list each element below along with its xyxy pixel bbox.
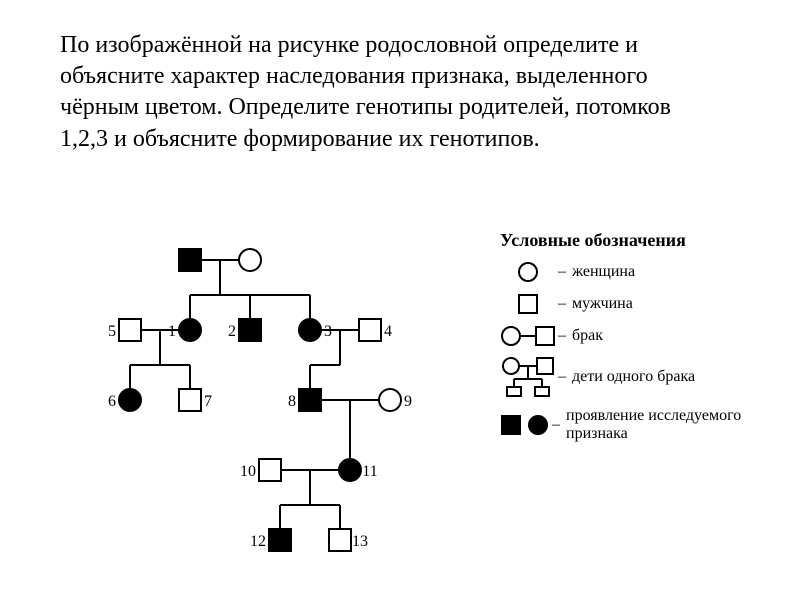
pedigree-male: [359, 319, 381, 341]
pedigree-label: 4: [384, 323, 392, 340]
pedigree-male: [239, 319, 261, 341]
legend-label: дети одного брака: [572, 368, 695, 386]
pedigree-label: 8: [288, 393, 296, 410]
pedigree-label: 7: [204, 393, 212, 410]
legend-label: брак: [572, 327, 603, 345]
pedigree-male: [269, 529, 291, 551]
marriage-icon: [500, 325, 556, 347]
pedigree-label: 3: [324, 323, 332, 340]
pedigree-male: [179, 389, 201, 411]
task-text: По изображённой на рисунке родословной о…: [60, 30, 680, 155]
pedigree-label: 9: [404, 393, 412, 410]
female-icon: [500, 261, 556, 283]
legend-row-affected: – проявление исследуемого признака: [500, 407, 780, 443]
pedigree-label: 5: [108, 323, 116, 340]
pedigree-male: [179, 249, 201, 271]
legend-title: Условные обозначения: [500, 230, 780, 251]
pedigree-female: [119, 389, 141, 411]
legend-row-female: – женщина: [500, 261, 780, 283]
pedigree-male: [329, 529, 351, 551]
male-icon: [500, 293, 556, 315]
pedigree-female: [379, 389, 401, 411]
legend-label: женщина: [572, 263, 635, 281]
legend-label: мужчина: [572, 295, 633, 313]
children-icon: [500, 357, 556, 397]
pedigree-diagram: 51234678910111213: [90, 240, 490, 560]
pedigree-male: [259, 459, 281, 481]
pedigree-label: 10: [240, 463, 256, 480]
legend-row-children: – дети одного брака: [500, 357, 780, 397]
pedigree-male: [299, 389, 321, 411]
pedigree-female: [339, 459, 361, 481]
legend-row-male: – мужчина: [500, 293, 780, 315]
pedigree-label: 11: [362, 463, 377, 480]
pedigree-label: 13: [352, 533, 368, 550]
legend-row-marriage: – брак: [500, 325, 780, 347]
pedigree-label: 2: [228, 323, 236, 340]
legend-label: проявление исследуемого признака: [566, 407, 780, 443]
pedigree-label: 12: [250, 533, 266, 550]
pedigree-female: [239, 249, 261, 271]
pedigree-label: 6: [108, 393, 116, 410]
affected-icon: [500, 414, 550, 436]
pedigree-female: [179, 319, 201, 341]
pedigree-female: [299, 319, 321, 341]
pedigree-male: [119, 319, 141, 341]
pedigree-label: 1: [168, 323, 176, 340]
legend: Условные обозначения – женщина – мужчина: [500, 230, 780, 453]
